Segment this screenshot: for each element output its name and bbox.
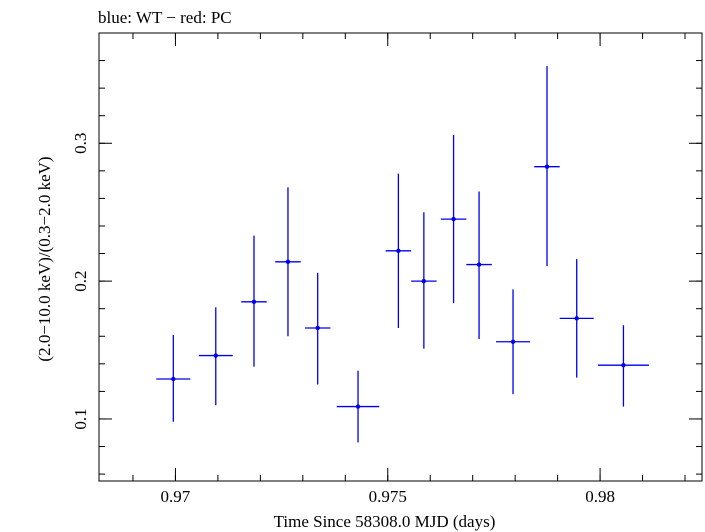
data-point <box>421 278 427 284</box>
data-point <box>251 299 257 304</box>
data-point-group <box>496 289 531 395</box>
x-tick-label: 0.975 <box>369 487 407 506</box>
data-point <box>285 259 291 265</box>
data-point <box>476 262 482 267</box>
data-point-group <box>597 325 649 407</box>
data-point-group <box>534 66 560 266</box>
data-point-group <box>336 370 380 443</box>
data-point <box>510 339 516 344</box>
data-point-group <box>411 212 437 349</box>
x-axis-label: Time Since 58308.0 MJD (days) <box>274 512 496 531</box>
data-point-group <box>275 187 301 337</box>
y-tick-label: 0.2 <box>71 270 90 291</box>
chart-title: blue: WT − red: PC <box>98 8 232 27</box>
x-tick-label: 0.97 <box>161 487 191 506</box>
y-tick-label: 0.3 <box>71 133 90 154</box>
data-point-group <box>198 307 233 406</box>
data-point-group <box>440 135 467 304</box>
data-point <box>544 164 550 169</box>
data-point <box>315 325 320 331</box>
x-tick-label: 0.98 <box>585 487 615 506</box>
data-point <box>574 316 579 321</box>
data-point <box>396 248 401 253</box>
data-point <box>213 353 218 358</box>
data-point-group <box>241 235 267 367</box>
data-point <box>355 404 361 409</box>
axis-ticks <box>99 32 702 481</box>
tick-labels: 0.97 0.975 0.98 0.1 0.2 0.3 <box>71 133 615 506</box>
data-point <box>621 363 626 368</box>
data-point-group <box>385 173 412 328</box>
data-point <box>171 376 176 382</box>
data-point-group <box>559 259 594 378</box>
plot-frame <box>98 32 703 482</box>
y-tick-label: 0.1 <box>71 408 90 429</box>
data-point-group <box>156 334 191 422</box>
data-point-group <box>466 191 492 340</box>
series-wt <box>156 66 649 443</box>
y-axis-label: (2.0−10.0 keV)/(0.3−2.0 keV) <box>35 156 54 361</box>
data-series <box>156 66 649 443</box>
data-point <box>451 216 456 222</box>
data-point-group <box>304 272 331 385</box>
